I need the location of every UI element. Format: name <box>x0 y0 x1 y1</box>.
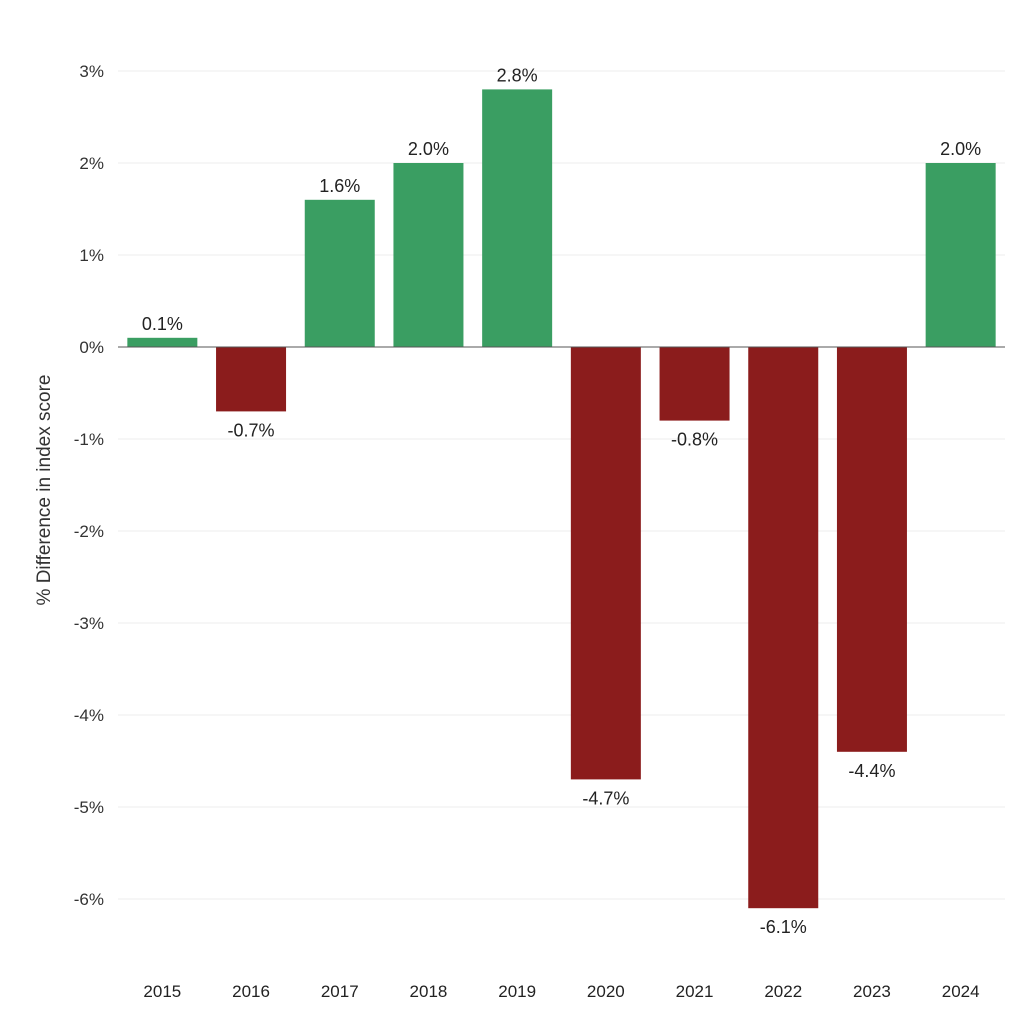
data-label: 1.6% <box>319 176 360 196</box>
bar <box>925 163 996 347</box>
y-tick-label: -6% <box>74 890 104 909</box>
x-axis-ticks: 2015 2016 2017 2018 2019 2020 2021 2022 2023 2024 <box>143 982 979 1001</box>
bar <box>127 337 198 347</box>
y-tick-label: -3% <box>74 614 104 633</box>
data-label: -6.1% <box>760 917 807 937</box>
y-tick-label: -1% <box>74 430 104 449</box>
bars <box>127 89 996 909</box>
data-labels: 0.1% -0.7% 1.6% 2.0% 2.8% -4.7% -0.8% -6.1% -4.4… <box>142 65 981 937</box>
x-tick-label: 2015 <box>143 982 181 1001</box>
gridlines <box>118 70 1005 900</box>
data-label: -4.4% <box>848 761 895 781</box>
data-label: 2.8% <box>497 65 538 85</box>
x-tick-label: 2024 <box>942 982 980 1001</box>
bar <box>482 89 553 348</box>
y-tick-label: 3% <box>79 62 104 81</box>
y-tick-label: -2% <box>74 522 104 541</box>
x-tick-label: 2023 <box>853 982 891 1001</box>
data-label: -4.7% <box>582 788 629 808</box>
data-label: 0.1% <box>142 314 183 334</box>
y-tick-label: -4% <box>74 706 104 725</box>
bar <box>836 347 907 752</box>
y-axis-label: % Difference in index score <box>34 375 55 606</box>
x-tick-label: 2016 <box>232 982 270 1001</box>
x-tick-label: 2018 <box>410 982 448 1001</box>
bar <box>393 163 464 347</box>
data-label: -0.7% <box>228 420 275 440</box>
bar <box>216 347 287 412</box>
x-tick-label: 2022 <box>764 982 802 1001</box>
y-axis-ticks: 3% 2% 1% 0% -1% -2% -3% -4% -5% -6% <box>74 62 104 909</box>
bar <box>570 347 641 780</box>
x-tick-label: 2020 <box>587 982 625 1001</box>
bar <box>304 199 375 347</box>
data-label: 2.0% <box>408 139 449 159</box>
y-tick-label: 2% <box>79 154 104 173</box>
x-tick-label: 2021 <box>676 982 714 1001</box>
x-tick-label: 2017 <box>321 982 359 1001</box>
bar <box>748 347 819 909</box>
data-label: -0.8% <box>671 430 718 450</box>
y-tick-label: 0% <box>79 338 104 357</box>
data-label: 2.0% <box>940 139 981 159</box>
y-tick-label: -5% <box>74 798 104 817</box>
bar <box>659 347 730 421</box>
y-tick-label: 1% <box>79 246 104 265</box>
x-tick-label: 2019 <box>498 982 536 1001</box>
